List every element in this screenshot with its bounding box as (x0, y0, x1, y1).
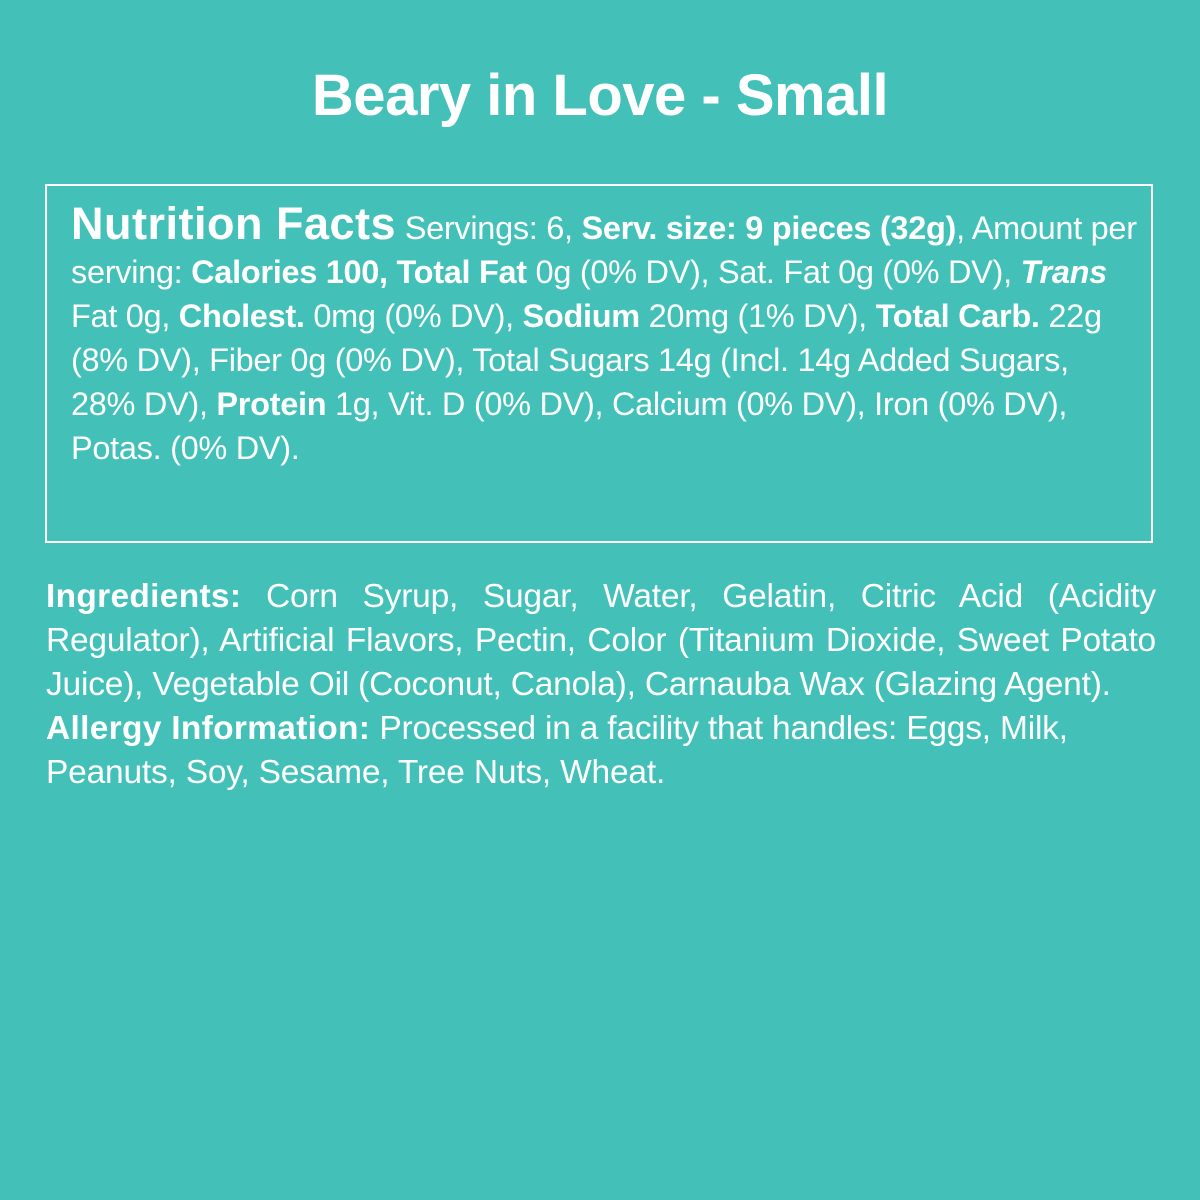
allergy-label: Allergy Information: (46, 710, 371, 747)
nutrition-facts-heading: Nutrition Facts (71, 198, 397, 249)
nutrition-segment: Sodium (522, 298, 641, 334)
nutrition-segment: Serv. size: 9 pieces (32g) (581, 210, 957, 246)
nutrition-segment: Trans (1020, 254, 1108, 290)
nutrition-segment: Servings: 6, (396, 210, 582, 246)
nutrition-segment: Total Carb. (875, 298, 1040, 334)
nutrition-segment: 22g (8% DV), Fiber 0g (0% DV), Total Sug… (71, 298, 1102, 422)
ingredients-section: Ingredients: Corn Syrup, Sugar, Water, G… (46, 575, 1156, 795)
allergy-paragraph: Allergy Information: Processed in a faci… (46, 707, 1156, 795)
ingredients-label: Ingredients: (46, 578, 242, 615)
allergy-text: Processed in a facility that handles: Eg… (46, 710, 1068, 791)
nutrition-facts-text: Nutrition Facts Servings: 6, Serv. size:… (71, 201, 1139, 470)
nutrition-segment: , Amount per serving: (71, 210, 1137, 290)
nutrition-segment: 1g, Vit. D (0% DV), Calcium (0% DV), Iro… (71, 386, 1068, 466)
ingredients-paragraph: Ingredients: Corn Syrup, Sugar, Water, G… (46, 575, 1156, 707)
nutrition-segment: Protein (216, 386, 327, 422)
nutrition-segment: 0mg (0% DV), (304, 298, 523, 334)
nutrition-segment: Fat 0g, (71, 298, 179, 334)
product-title: Beary in Love - Small (311, 63, 889, 128)
nutrition-segment: Cholest. (178, 298, 305, 334)
nutrition-segment: 0g (0% DV), Sat. Fat 0g (0% DV), (526, 254, 1021, 290)
nutrition-segment: Calories 100, Total Fat (191, 254, 527, 290)
nutrition-segment: 20mg (1% DV), (639, 298, 876, 334)
nutrition-facts-box: Nutrition Facts Servings: 6, Serv. size:… (45, 184, 1153, 543)
ingredients-text: Corn Syrup, Sugar, Water, Gelatin, Citri… (46, 578, 1156, 703)
